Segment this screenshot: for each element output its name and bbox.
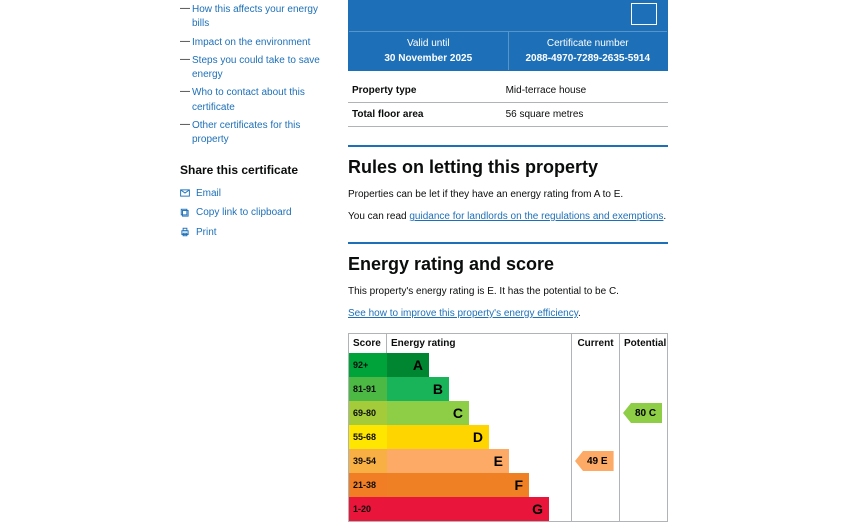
email-icon <box>180 188 190 198</box>
sidebar-nav-link[interactable]: Impact on the environment <box>192 37 310 48</box>
band-letter: C <box>453 405 463 421</box>
sidebar-nav-link[interactable]: Steps you could take to save energy <box>192 55 320 80</box>
chart-column-divider <box>619 353 620 521</box>
property-type-label: Property type <box>348 79 502 103</box>
chart-column-divider <box>571 353 572 521</box>
rules-heading: Rules on letting this property <box>348 157 668 178</box>
floor-area-value: 56 square metres <box>502 103 668 127</box>
sidebar-nav-link[interactable]: Who to contact about this certificate <box>192 87 305 112</box>
band-letter: F <box>514 477 523 493</box>
band-bar: F <box>387 473 529 497</box>
share-link-label: Email <box>196 188 221 199</box>
print-icon <box>180 227 190 237</box>
share-link[interactable]: Copy link to clipboard <box>180 207 292 218</box>
band-score: 21-38 <box>349 473 387 497</box>
rating-badge-placeholder <box>631 3 657 25</box>
band-score: 1-20 <box>349 497 387 521</box>
share-link[interactable]: Email <box>180 188 221 199</box>
col-header-current: Current <box>571 334 619 353</box>
guidance-link[interactable]: guidance for landlords on the regulation… <box>409 211 663 222</box>
valid-until-label: Valid until <box>353 38 504 49</box>
potential-rating-marker: 80 C <box>623 403 662 423</box>
property-details-table: Property typeMid-terrace house Total flo… <box>348 79 668 127</box>
share-heading: Share this certificate <box>180 163 320 177</box>
band-bar: C <box>387 401 469 425</box>
band-letter: G <box>532 501 543 517</box>
energy-rating-chart: Score Energy rating Current Potential 92… <box>348 333 668 522</box>
band-bar: D <box>387 425 489 449</box>
band-score: 92+ <box>349 353 387 377</box>
copy-icon <box>180 208 190 218</box>
col-header-score: Score <box>349 334 387 353</box>
band-score: 81-91 <box>349 377 387 401</box>
band-bar: E <box>387 449 509 473</box>
band-score: 69-80 <box>349 401 387 425</box>
floor-area-label: Total floor area <box>348 103 502 127</box>
share-link-label: Print <box>196 227 217 238</box>
rating-heading: Energy rating and score <box>348 254 668 275</box>
improve-link[interactable]: See how to improve this property's energ… <box>348 308 578 319</box>
share-link-label: Copy link to clipboard <box>196 207 292 218</box>
sidebar-nav-link[interactable]: Other certificates for this property <box>192 120 300 145</box>
band-letter: D <box>473 429 483 445</box>
valid-until-value: 30 November 2025 <box>353 53 504 64</box>
current-rating-marker: 49 E <box>575 451 614 471</box>
band-bar: A <box>387 353 429 377</box>
section-divider <box>348 145 668 147</box>
band-letter: B <box>433 381 443 397</box>
band-score: 55-68 <box>349 425 387 449</box>
rules-text-2: You can read guidance for landlords on t… <box>348 210 668 224</box>
band-letter: A <box>413 357 423 373</box>
cert-number-value: 2088-4970-7289-2635-5914 <box>513 53 664 64</box>
band-bar: B <box>387 377 449 401</box>
band-bar: G <box>387 497 549 521</box>
property-type-value: Mid-terrace house <box>502 79 668 103</box>
share-link[interactable]: Print <box>180 227 217 238</box>
band-letter: E <box>494 453 503 469</box>
cert-number-label: Certificate number <box>513 38 664 49</box>
col-header-rating: Energy rating <box>387 334 571 353</box>
col-header-potential: Potential <box>619 334 667 353</box>
certificate-summary-box: Valid until 30 November 2025 Certificate… <box>348 0 668 71</box>
rating-intro: This property's energy rating is E. It h… <box>348 285 668 299</box>
section-divider <box>348 242 668 244</box>
band-score: 39-54 <box>349 449 387 473</box>
sidebar-nav-link[interactable]: How this affects your energy bills <box>192 4 318 29</box>
rules-text-1: Properties can be let if they have an en… <box>348 188 668 202</box>
